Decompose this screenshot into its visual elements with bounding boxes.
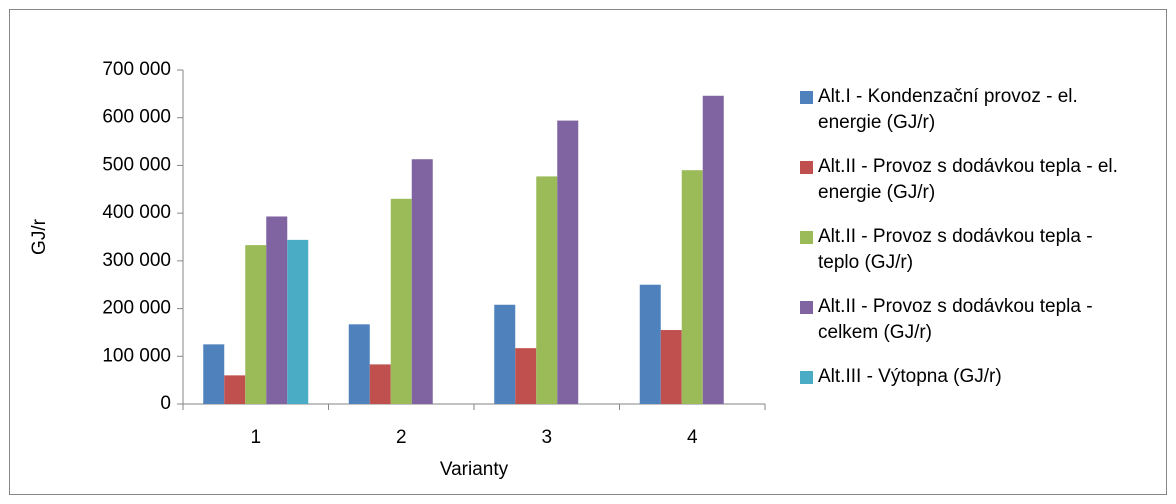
y-tick-label: 700 000 — [102, 59, 171, 80]
bar — [681, 170, 703, 404]
legend-item: Alt.I - Kondenzační provoz - el. energie… — [800, 84, 1130, 136]
y-tick-label: 300 000 — [102, 250, 171, 271]
bar — [369, 364, 391, 404]
x-axis-label: Varianty — [440, 459, 509, 480]
bar — [266, 216, 288, 404]
bar — [702, 95, 724, 404]
legend-swatch — [800, 161, 813, 174]
y-tick-label: 100 000 — [102, 345, 171, 366]
legend-label: Alt.II - Provoz s dodávkou tepla - el. e… — [818, 156, 1118, 203]
bar — [390, 198, 412, 404]
legend-label: Alt.II - Provoz s dodávkou tepla - celke… — [818, 296, 1093, 343]
y-tick-label: 200 000 — [102, 298, 171, 319]
legend-item: Alt.II - Provoz s dodávkou tepla - teplo… — [800, 224, 1130, 276]
legend: Alt.I - Kondenzační provoz - el. energie… — [800, 84, 1130, 390]
legend-item: Alt.II - Provoz s dodávkou tepla - el. e… — [800, 154, 1130, 206]
legend-swatch — [800, 231, 813, 244]
bar — [348, 324, 370, 404]
bar — [203, 344, 225, 404]
bar — [660, 330, 682, 404]
x-tick-label: 1 — [250, 427, 261, 448]
x-tick-label: 3 — [541, 427, 552, 448]
bar — [639, 284, 661, 404]
x-tick-label: 2 — [396, 427, 407, 448]
y-axis-label: GJ/r — [29, 218, 50, 255]
y-tick-label: 400 000 — [102, 202, 171, 223]
legend-item: Alt.III - Výtopna (GJ/r) — [800, 364, 1130, 390]
bar — [411, 159, 433, 404]
legend-label: Alt.II - Provoz s dodávkou tepla - teplo… — [818, 226, 1093, 273]
legend-label: Alt.I - Kondenzační provoz - el. energie… — [818, 86, 1078, 133]
bar — [494, 304, 516, 404]
y-tick-label: 0 — [160, 393, 171, 414]
legend-swatch — [800, 91, 813, 104]
legend-label: Alt.III - Výtopna (GJ/r) — [818, 366, 1002, 387]
bar — [515, 348, 537, 404]
bar — [557, 120, 579, 404]
bar — [536, 176, 558, 404]
x-tick-label: 4 — [687, 427, 698, 448]
bar — [245, 245, 267, 404]
legend-swatch — [800, 371, 813, 384]
y-tick-label: 600 000 — [102, 107, 171, 128]
chart-border — [9, 9, 1167, 495]
y-tick-label: 500 000 — [102, 154, 171, 175]
bar — [287, 239, 309, 404]
bar — [224, 375, 246, 404]
legend-swatch — [800, 301, 813, 314]
legend-item: Alt.II - Provoz s dodávkou tepla - celke… — [800, 294, 1130, 346]
